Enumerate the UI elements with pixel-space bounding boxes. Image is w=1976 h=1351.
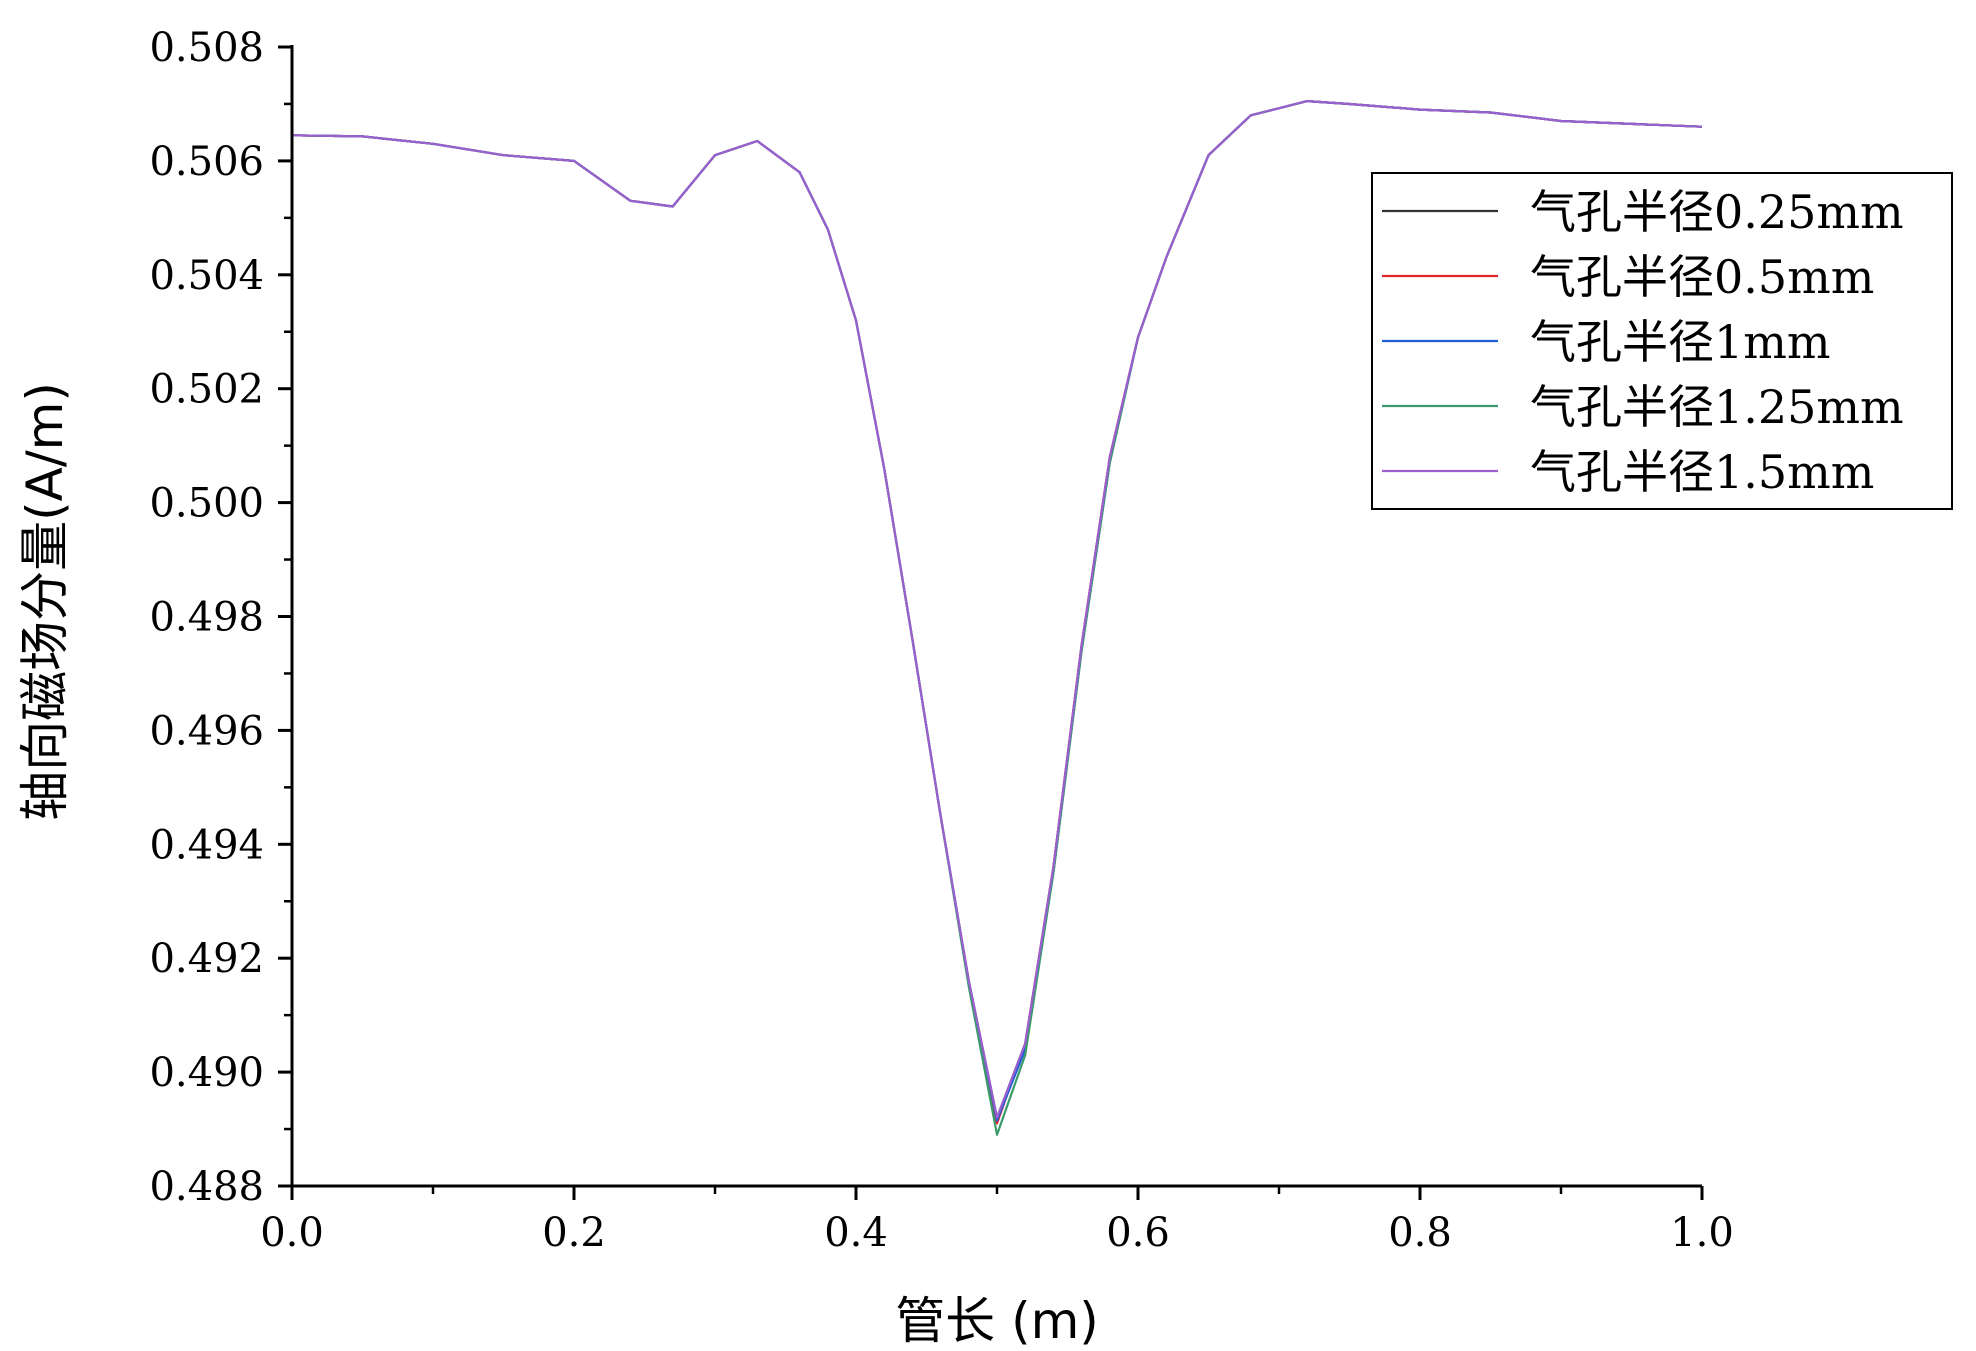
ticks: 0.0 0.2 0.4 0.6 0.8 1.0 0.488 0.490 0.492 0.494 0.… — [149, 25, 1733, 1256]
legend-label-3: 气孔半径1mm — [1530, 315, 1831, 369]
y-tick-label: 0.490 — [149, 1050, 264, 1096]
y-tick-label: 0.492 — [149, 936, 264, 982]
legend-label-5: 气孔半径1.5mm — [1530, 445, 1874, 499]
x-tick-label: 1.0 — [1670, 1210, 1734, 1256]
y-tick-label: 0.496 — [149, 708, 264, 754]
y-tick-label: 0.498 — [149, 595, 264, 641]
y-tick-label: 0.494 — [149, 822, 264, 868]
x-tick-label: 0.6 — [1106, 1210, 1170, 1256]
y-tick-label: 0.488 — [149, 1164, 264, 1210]
x-tick-label: 0.4 — [824, 1210, 888, 1256]
legend-label-2: 气孔半径0.5mm — [1530, 250, 1874, 304]
plot-lines — [291, 100, 1703, 1136]
x-tick-label: 0.2 — [542, 1210, 606, 1256]
y-tick-label: 0.508 — [149, 25, 264, 71]
y-tick-label: 0.504 — [149, 253, 264, 299]
x-tick-label: 0.8 — [1388, 1210, 1452, 1256]
y-tick-label: 0.502 — [149, 367, 264, 413]
y-tick-label: 0.506 — [149, 139, 264, 185]
legend: 气孔半径0.25mm 气孔半径0.5mm 气孔半径1mm 气孔半径1.25mm 气孔半径… — [1371, 172, 1953, 510]
x-tick-label: 0.0 — [260, 1210, 324, 1256]
y-axis-title: 轴向磁场分量(A/m) — [16, 382, 74, 821]
series-line-5 — [291, 100, 1703, 1119]
legend-label-1: 气孔半径0.25mm — [1530, 185, 1904, 239]
y-tick-label: 0.500 — [149, 481, 264, 527]
x-axis-title: 管长 (m) — [895, 1292, 1099, 1350]
legend-label-4: 气孔半径1.25mm — [1530, 380, 1904, 434]
